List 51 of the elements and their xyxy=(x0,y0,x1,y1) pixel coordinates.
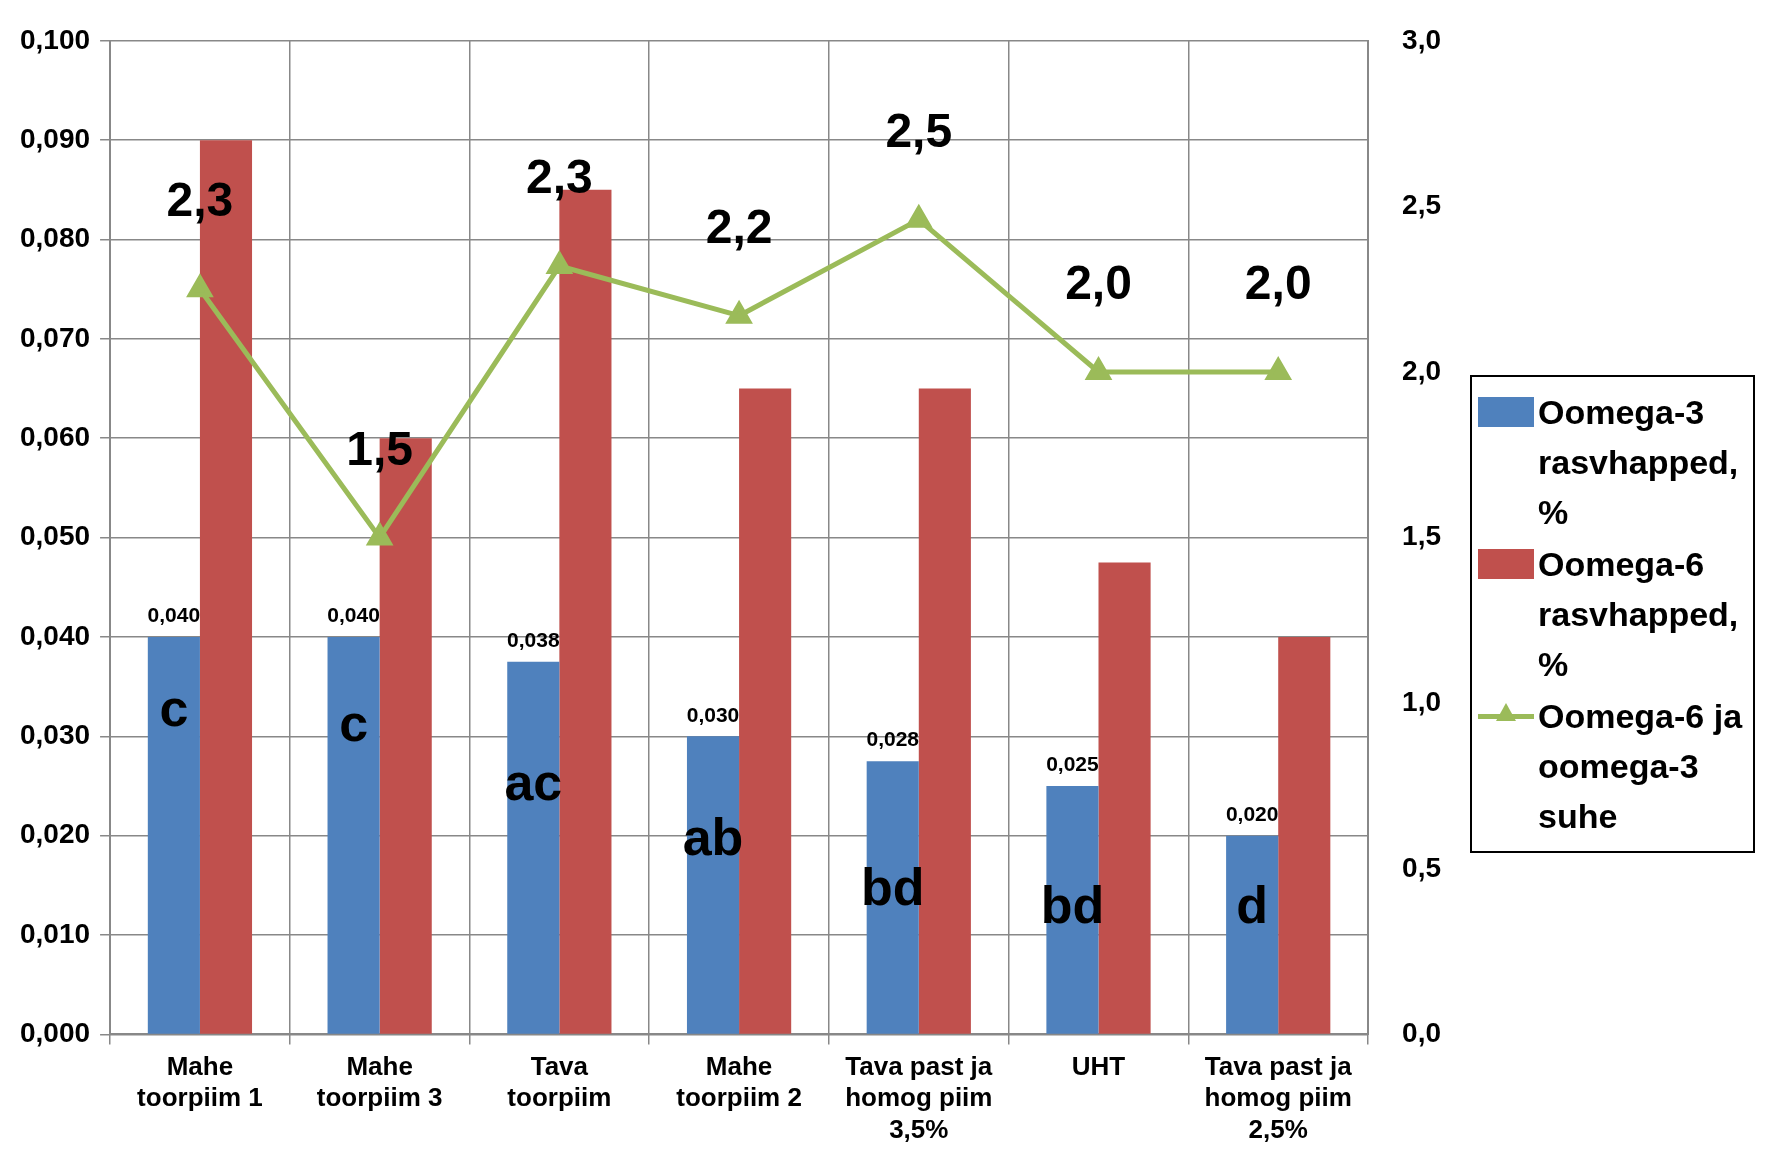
annotation: c xyxy=(159,678,189,737)
legend-label: Oomega-6 ja oomega-3 suhe xyxy=(1538,696,1744,837)
data-label: 2,3 xyxy=(166,173,234,227)
y-tick-label: 0,080 xyxy=(19,222,91,254)
y2-tick-label: 1,0 xyxy=(1402,685,1442,717)
y-tick-label: 0,100 xyxy=(19,23,91,55)
x-tick-label: Mahe toorpiim 1 xyxy=(137,1051,263,1113)
data-label: 0,028 xyxy=(866,727,920,751)
bar xyxy=(327,636,380,1034)
y-tick-label: 0,010 xyxy=(19,917,91,949)
x-tick-label: Mahe toorpiim 3 xyxy=(316,1051,443,1113)
y2-tick-label: 3,0 xyxy=(1402,23,1442,55)
x-tick-label: UHT xyxy=(1071,1051,1126,1082)
bar xyxy=(739,388,792,1034)
x-tick-label: Mahe toorpiim 2 xyxy=(676,1051,802,1113)
x-tick-label: Tava past ja homog piim 3,5% xyxy=(845,1051,993,1144)
y-tick-label: 0,060 xyxy=(19,420,91,452)
x-tick-label: Tava toorpiim xyxy=(507,1051,612,1113)
annotation: d xyxy=(1236,875,1269,934)
point xyxy=(186,273,214,298)
y2-tick-label: 0,0 xyxy=(1402,1017,1442,1049)
data-label: 2,0 xyxy=(1244,256,1312,310)
annotation: c xyxy=(339,693,369,752)
y-tick-label: 0,020 xyxy=(19,818,91,850)
y-tick-label: 0,090 xyxy=(19,122,91,154)
legend-label: Oomega-6 rasvhapped, % xyxy=(1538,544,1740,685)
data-label: 0,040 xyxy=(147,603,201,627)
legend-label: Oomega-3 rasvhapped, % xyxy=(1538,392,1740,533)
data-label: 2,5 xyxy=(885,103,953,157)
y-tick-label: 0,050 xyxy=(19,520,91,552)
data-label: 0,025 xyxy=(1046,752,1100,776)
bar xyxy=(1278,636,1331,1034)
y-tick-label: 0,030 xyxy=(19,719,91,751)
data-label: 2,3 xyxy=(525,150,593,204)
y2-tick-label: 2,5 xyxy=(1402,189,1442,221)
y2-tick-label: 0,5 xyxy=(1402,851,1442,883)
data-label: 2,2 xyxy=(705,199,773,253)
y2-tick-label: 1,5 xyxy=(1402,520,1442,552)
y-tick-label: 0,070 xyxy=(19,321,91,353)
data-label: 0,020 xyxy=(1225,801,1279,825)
point xyxy=(545,250,573,275)
y-tick-label: 0,000 xyxy=(19,1017,91,1049)
data-label: 0,038 xyxy=(507,628,560,652)
x-tick-label: Tava past ja homog piim 2,5% xyxy=(1204,1051,1353,1144)
data-label: 2,0 xyxy=(1065,256,1132,310)
data-label: 0,040 xyxy=(327,603,380,627)
bar xyxy=(147,636,200,1034)
bar xyxy=(1226,835,1279,1034)
data-label: 0,030 xyxy=(686,702,740,726)
y2-tick-label: 2,0 xyxy=(1402,354,1442,386)
y-tick-label: 0,040 xyxy=(19,619,91,651)
